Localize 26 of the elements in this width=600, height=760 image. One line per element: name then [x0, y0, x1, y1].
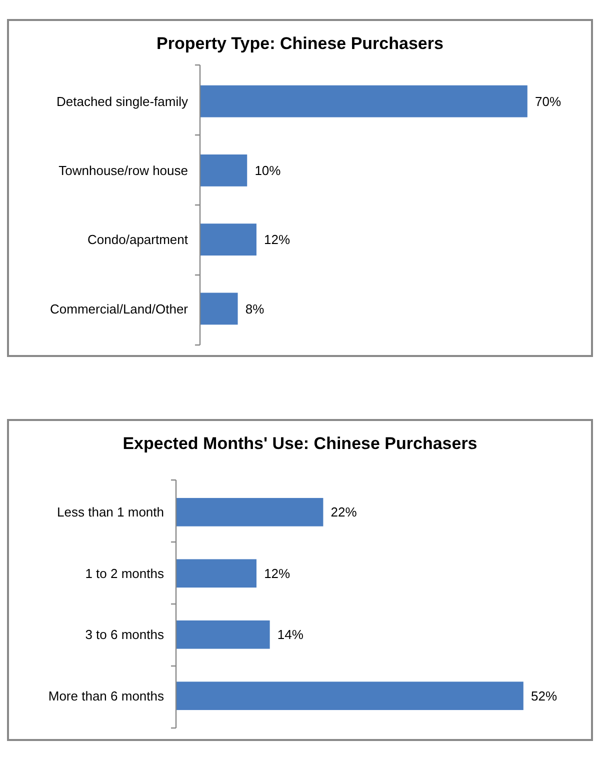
y-tick-label: 1 to 2 months [85, 566, 164, 581]
y-tick-label: 3 to 6 months [85, 627, 164, 642]
bar [176, 620, 270, 649]
y-tick-label: More than 6 months [48, 688, 164, 704]
y-tick-label: Condo/apartment [88, 232, 188, 248]
data-label: 22% [330, 504, 358, 520]
data-label: 8% [245, 301, 265, 316]
chart-title: Expected Months' Use: Chinese Purchasers [122, 434, 478, 453]
bar [176, 498, 324, 526]
bar [200, 292, 238, 325]
y-tick-label: Townhouse/row house [58, 162, 188, 178]
y-tick-label: Commercial/Land/Other [50, 301, 189, 316]
data-label: 70% [535, 94, 562, 109]
bar [200, 154, 248, 186]
chart-title: Property Type: Chinese Purchasers [156, 34, 444, 53]
data-label: 10% [254, 162, 282, 178]
data-label: 14% [277, 627, 304, 642]
data-label: 12% [264, 566, 291, 581]
bar [176, 559, 256, 588]
data-label: 52% [531, 688, 558, 704]
bar [200, 224, 256, 256]
bar [176, 682, 524, 710]
data-label: 12% [264, 232, 291, 248]
bar [200, 85, 528, 118]
y-tick-label: Less than 1 month [57, 504, 164, 520]
y-tick-label: Detached single-family [56, 94, 188, 109]
